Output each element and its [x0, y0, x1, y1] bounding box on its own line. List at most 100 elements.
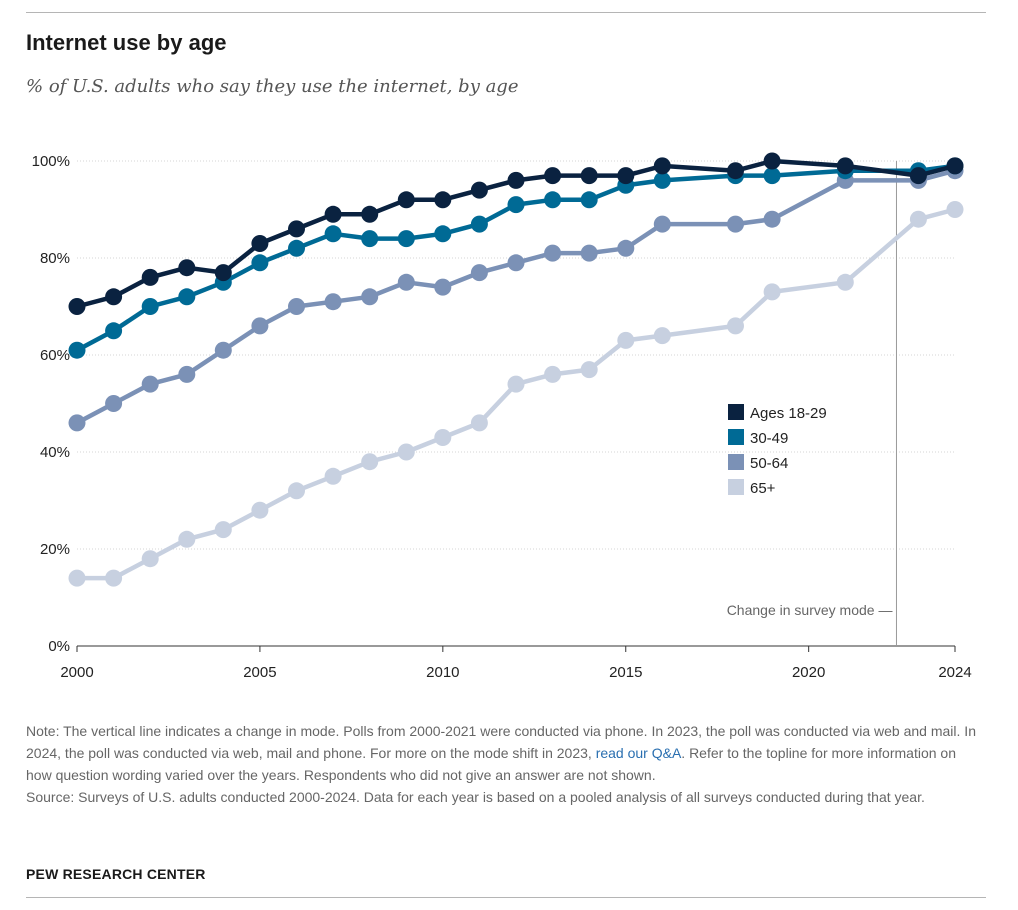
data-point	[617, 331, 635, 349]
top-rule	[26, 12, 986, 13]
data-point	[251, 501, 269, 519]
series-line	[74, 163, 958, 353]
data-point	[324, 225, 342, 243]
bottom-rule	[26, 897, 986, 898]
pew-logo-text: PEW RESEARCH CENTER	[26, 866, 206, 882]
data-point	[946, 157, 964, 175]
x-tick-label: 2020	[792, 664, 825, 681]
data-point	[544, 244, 562, 262]
data-point	[434, 191, 452, 209]
data-point	[68, 298, 86, 315]
data-point	[909, 167, 927, 185]
data-point	[434, 429, 452, 446]
data-point	[617, 167, 635, 185]
data-point	[141, 298, 159, 315]
data-point	[141, 550, 159, 568]
axes: 0% 20% 40% 60% 80% 100% 2000 2005 2010 2015 2020 20…	[32, 153, 972, 681]
y-tick-label: 80%	[40, 250, 70, 267]
chart-title: Internet use by age	[26, 30, 227, 55]
legend-swatch	[728, 429, 744, 445]
data-point	[763, 210, 781, 228]
source-text: Source: Surveys of U.S. adults conducted…	[26, 789, 925, 805]
data-point	[946, 201, 964, 218]
data-point	[251, 235, 269, 252]
data-point	[580, 167, 598, 185]
x-tick-label: 2024	[938, 664, 971, 681]
data-point	[178, 288, 196, 306]
data-point	[288, 298, 305, 315]
legend-label: 30-49	[750, 430, 788, 447]
data-point	[105, 395, 123, 412]
data-point	[251, 317, 269, 335]
note-text: Note: The vertical line indicates a chan…	[26, 720, 976, 786]
data-point	[68, 341, 86, 359]
y-tick-label: 20%	[40, 541, 70, 558]
data-point	[653, 327, 671, 345]
data-point	[580, 244, 598, 262]
series-50-64	[68, 162, 964, 432]
data-point	[397, 191, 415, 209]
series-line	[74, 207, 958, 581]
data-point	[397, 443, 415, 461]
data-point	[288, 220, 305, 238]
data-point	[580, 191, 598, 209]
data-point	[324, 467, 342, 485]
data-point	[105, 569, 123, 587]
data-point	[105, 288, 123, 306]
data-point	[544, 365, 562, 383]
data-point	[507, 375, 525, 393]
y-tick-label: 100%	[32, 153, 70, 170]
data-point	[727, 215, 744, 233]
data-point	[361, 453, 379, 471]
note-part-2: . Refer to the topline for more informat…	[26, 745, 956, 783]
data-point	[214, 264, 232, 282]
series-lines	[68, 152, 964, 587]
data-point	[434, 225, 452, 243]
qa-link[interactable]: read our Q&A	[595, 745, 682, 761]
data-point	[544, 191, 562, 209]
data-point	[397, 230, 415, 248]
data-point	[507, 171, 525, 189]
data-point	[617, 239, 635, 257]
legend-label: 65+	[750, 480, 776, 497]
data-point	[653, 215, 671, 233]
x-tick-label: 2015	[609, 664, 642, 681]
series-line	[74, 168, 958, 426]
data-point	[470, 181, 488, 199]
data-point	[68, 414, 86, 432]
data-point	[361, 288, 379, 306]
legend: Ages 18-29 30-49 50-64 65+	[728, 404, 827, 497]
data-point	[836, 273, 854, 291]
data-point	[544, 167, 562, 185]
data-point	[727, 317, 744, 335]
legend-swatch	[728, 404, 744, 420]
chart-subtitle: % of U.S. adults who say they use the in…	[26, 76, 519, 97]
data-point	[141, 375, 159, 393]
mode-change-marker: Change in survey mode —	[727, 161, 897, 646]
data-point	[214, 341, 232, 359]
mode-change-label: Change in survey mode —	[727, 602, 893, 618]
data-point	[251, 254, 269, 272]
data-point	[836, 157, 854, 175]
x-tick-label: 2000	[60, 664, 93, 681]
data-point	[361, 230, 379, 248]
data-point	[763, 167, 781, 185]
gridlines	[77, 160, 955, 550]
data-point	[324, 293, 342, 311]
series-65-	[68, 201, 964, 587]
data-point	[470, 264, 488, 282]
legend-label: Ages 18-29	[750, 405, 827, 422]
data-point	[178, 530, 196, 548]
data-point	[141, 268, 159, 286]
data-point	[68, 569, 86, 587]
data-point	[653, 171, 671, 189]
data-point	[909, 210, 927, 228]
data-point	[580, 361, 598, 379]
data-point	[470, 414, 488, 432]
data-point	[178, 365, 196, 383]
data-point	[434, 278, 452, 296]
data-point	[178, 259, 196, 277]
y-tick-label: 40%	[40, 444, 70, 461]
series-ages-18-29	[68, 152, 964, 315]
legend-label: 50-64	[750, 455, 788, 472]
